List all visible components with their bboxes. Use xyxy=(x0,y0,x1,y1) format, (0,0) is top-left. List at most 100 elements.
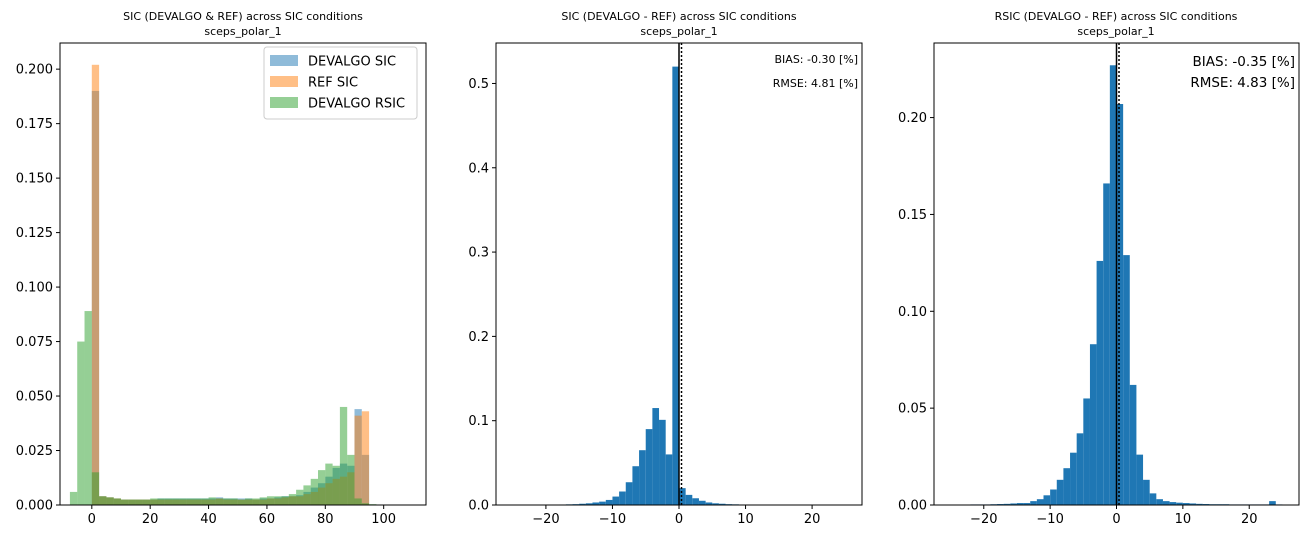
histogram-bar xyxy=(1123,255,1130,505)
x-tick-label: 20 xyxy=(142,512,159,527)
histogram-bar xyxy=(685,494,693,505)
y-tick-label: 0.125 xyxy=(16,226,53,241)
panel-rsic-difference: RSIC (DEVALGO - REF) across SIC conditio… xyxy=(898,10,1300,527)
x-tick-label: 0 xyxy=(1112,512,1120,527)
x-tick-label: −20 xyxy=(532,512,559,527)
histogram-bar xyxy=(1143,479,1150,505)
legend-label: REF SIC xyxy=(308,76,358,91)
histogram-bar xyxy=(288,494,297,505)
legend-box xyxy=(263,46,418,120)
y-tick-label: 0.1 xyxy=(468,414,489,429)
histogram-bar xyxy=(310,478,319,505)
histogram-bar xyxy=(1043,495,1051,505)
histogram-bar xyxy=(632,466,640,505)
axes-frame xyxy=(59,42,427,506)
histogram-bar xyxy=(1063,468,1071,505)
y-tick-label: 0.000 xyxy=(16,499,53,514)
histogram-bar xyxy=(157,498,165,505)
histogram-bar xyxy=(91,472,100,505)
axis-ticks: −20 −10 0 10 20 0.00 0.05 0.10 0.15 0.20 xyxy=(898,111,1257,527)
histogram-bar xyxy=(625,482,633,505)
x-tick-label: 60 xyxy=(259,512,276,527)
histogram-bar xyxy=(1050,489,1057,505)
y-tick-label: 0.075 xyxy=(16,335,53,350)
histogram-bar xyxy=(1030,501,1037,505)
x-tick-label: 40 xyxy=(200,512,217,527)
x-tick-label: 100 xyxy=(371,512,396,527)
histogram-bar xyxy=(303,485,311,505)
axes-frame xyxy=(933,42,1300,506)
histogram-bar xyxy=(296,489,304,505)
histogram-bar xyxy=(679,488,686,505)
histogram-bar xyxy=(77,341,85,505)
histogram-bar xyxy=(1083,398,1090,505)
histogram-bar xyxy=(252,498,260,505)
histogram-bar xyxy=(354,498,362,505)
histogram-bar xyxy=(659,419,666,505)
histogram-bar xyxy=(325,463,333,505)
panel-title: SIC (DEVALGO & REF) across SIC condition… xyxy=(123,10,363,23)
histogram-bar xyxy=(652,408,660,505)
histogram-bar xyxy=(266,496,275,505)
histogram-bar xyxy=(592,502,600,505)
histogram-bar xyxy=(186,498,194,505)
histogram-bar xyxy=(113,498,121,505)
x-tick-label: 10 xyxy=(737,512,754,527)
x-tick-label: 0 xyxy=(675,512,683,527)
panel-subtitle: sceps_polar_1 xyxy=(204,25,281,38)
histogram-bar xyxy=(1056,479,1064,505)
panel-title: SIC (DEVALGO - REF) across SIC condition… xyxy=(561,10,796,23)
axes-frame xyxy=(495,42,863,506)
zero-line xyxy=(1115,43,1120,505)
y-tick-label: 0.20 xyxy=(898,111,927,126)
histogram-bar xyxy=(1196,503,1203,505)
panel-subtitle: sceps_polar_1 xyxy=(640,25,717,38)
histogram-bar xyxy=(274,496,282,505)
histogram-bar xyxy=(599,501,606,505)
histogram-bar xyxy=(1076,433,1084,505)
histogram-bar xyxy=(135,499,143,505)
histogram-bar xyxy=(605,499,613,505)
y-tick-label: 0.200 xyxy=(16,63,53,78)
histogram-bar xyxy=(1189,503,1197,505)
histogram-bar xyxy=(1156,499,1163,505)
legend-swatch xyxy=(270,76,298,87)
y-tick-label: 0.2 xyxy=(468,330,489,345)
histogram-bar xyxy=(645,429,653,505)
histogram-bar xyxy=(142,499,151,505)
histogram-bar xyxy=(106,497,114,505)
bias-annotation: BIAS: -0.30 [%] xyxy=(775,53,859,66)
y-tick-label: 0.150 xyxy=(16,172,53,187)
histogram-bar xyxy=(245,498,253,505)
legend-label: DEVALGO SIC xyxy=(308,55,396,70)
y-tick-label: 0.3 xyxy=(468,246,489,261)
y-tick-label: 0.025 xyxy=(16,444,53,459)
histogram-bar xyxy=(215,498,224,505)
x-tick-label: −20 xyxy=(970,512,997,527)
histogram-bars xyxy=(950,65,1283,506)
histogram-bar xyxy=(259,497,267,505)
histogram-bar xyxy=(193,498,202,505)
y-tick-label: 0.05 xyxy=(898,402,927,417)
histogram-bar xyxy=(665,454,673,505)
histogram-bar xyxy=(150,498,158,505)
x-tick-label: 20 xyxy=(804,512,821,527)
histogram-bar xyxy=(354,415,362,505)
legend: DEVALGO SIC REF SIC DEVALGO RSIC xyxy=(263,46,418,120)
histogram-bars xyxy=(512,66,846,506)
histogram-bar xyxy=(1003,503,1011,505)
histogram-bar xyxy=(1103,183,1110,505)
histogram-bar xyxy=(164,498,173,505)
histogram-bar xyxy=(121,499,129,505)
histogram-bar xyxy=(84,311,92,505)
legend-label: DEVALGO RSIC xyxy=(308,97,405,112)
axis-ticks: 0 20 40 60 80 100 0.000 0.025 0.050 0.075 0.100 0.1… xyxy=(16,63,396,527)
histogram-bar xyxy=(237,499,246,505)
histogram-bar xyxy=(1116,104,1124,506)
bias-annotation: BIAS: -0.35 [%] xyxy=(1193,54,1295,70)
histogram-bar xyxy=(672,66,679,506)
histogram-bar xyxy=(128,499,136,505)
y-tick-label: 0.15 xyxy=(898,208,927,223)
histogram-bar xyxy=(1016,503,1024,505)
rmse-annotation: RMSE: 4.81 [%] xyxy=(773,77,858,90)
